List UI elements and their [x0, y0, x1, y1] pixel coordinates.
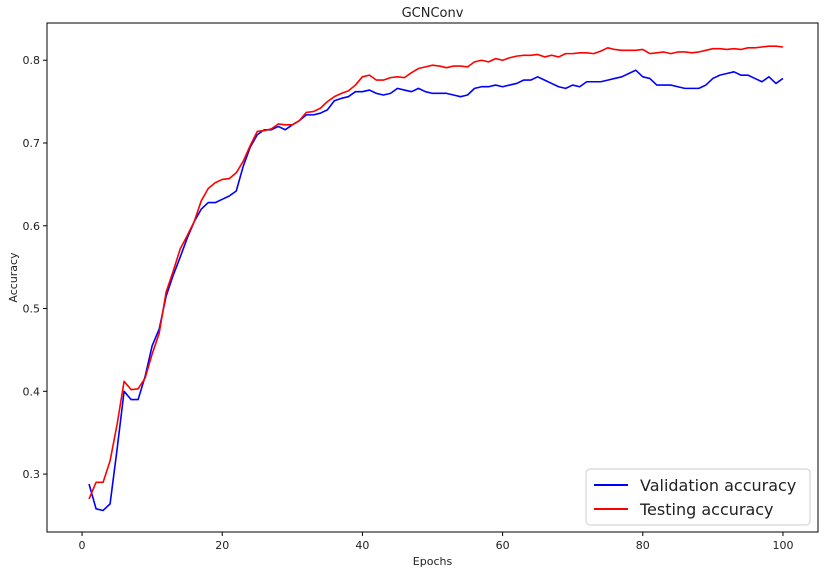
x-axis-label: Epochs	[413, 555, 453, 568]
y-tick-label: 0.8	[23, 54, 41, 67]
series-line-2	[88, 45, 784, 500]
x-tick-label: 20	[215, 539, 229, 552]
x-tick-label: 0	[79, 539, 86, 552]
legend-box	[585, 468, 811, 526]
y-tick-label: 0.7	[23, 137, 41, 150]
y-axis: 0.3 0.4 0.5 0.6 0.7 0.8	[23, 54, 47, 481]
x-axis: 0 20 40 60 80 100	[79, 532, 793, 552]
chart-title: GCNConv	[402, 6, 464, 21]
legend: Validation accuracy Testing accuracy	[585, 468, 811, 526]
series-line-1	[88, 69, 784, 512]
plot-frame	[46, 22, 819, 533]
x-tick-label: 100	[772, 539, 793, 552]
series-layer	[88, 45, 784, 512]
x-tick-label: 80	[636, 539, 650, 552]
legend-label: Validation accuracy	[640, 476, 796, 495]
y-axis-label: Accuracy	[7, 252, 20, 303]
y-tick-label: 0.4	[23, 385, 41, 398]
y-tick-label: 0.3	[23, 468, 41, 481]
x-tick-label: 40	[355, 539, 369, 552]
legend-label: Testing accuracy	[639, 500, 774, 519]
x-tick-label: 60	[496, 539, 510, 552]
y-tick-label: 0.5	[23, 303, 41, 316]
y-tick-label: 0.6	[23, 220, 41, 233]
